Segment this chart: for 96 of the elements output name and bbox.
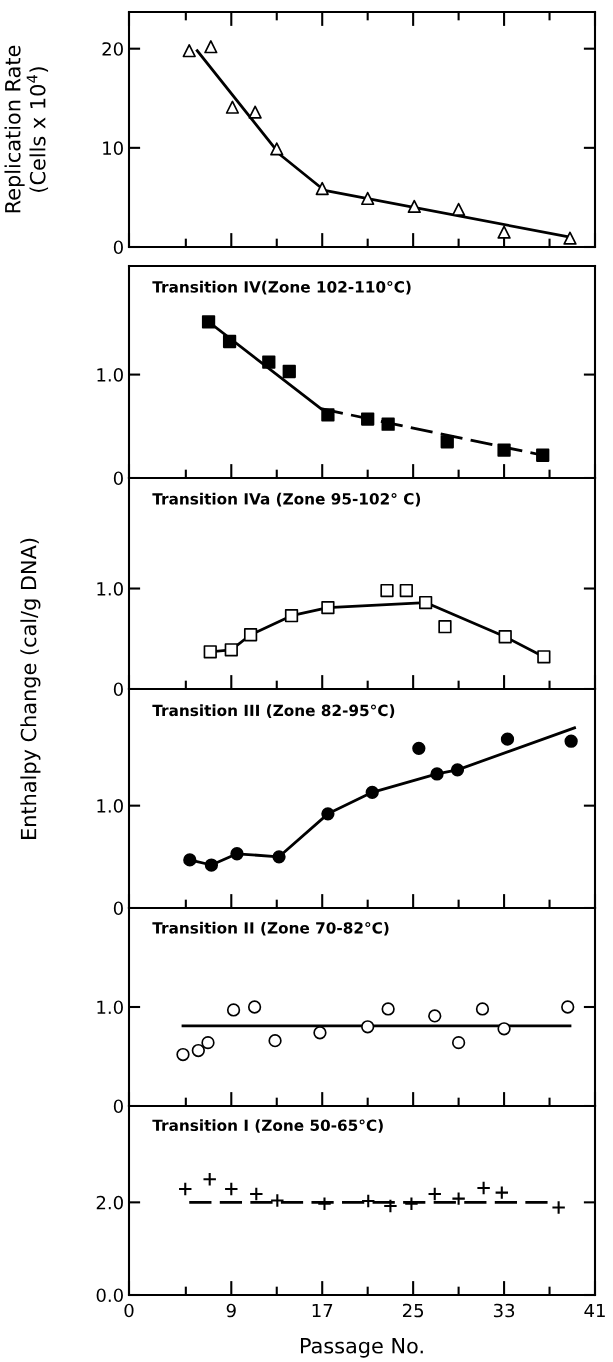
point [247, 1000, 262, 1014]
point [497, 225, 511, 239]
point [497, 1022, 511, 1036]
point [498, 630, 512, 644]
point [284, 609, 299, 623]
point [361, 412, 375, 426]
point [317, 1196, 332, 1211]
point [451, 1191, 466, 1206]
annotation: Transition III (Zone 82-95°C) [152, 704, 395, 718]
x-axis-title: Passage No. [300, 1338, 423, 1358]
y-tick-label: 20 [102, 42, 123, 56]
y-tick-label: 1.0 [97, 1000, 123, 1015]
point [365, 785, 379, 800]
point [270, 142, 284, 156]
y-tick-label: 1.0 [97, 581, 123, 596]
point [399, 583, 413, 598]
point [564, 734, 578, 748]
annotation: Transition I (Zone 50-65°C) [152, 1119, 383, 1133]
point [380, 583, 394, 598]
point [494, 1185, 510, 1200]
point [321, 600, 335, 615]
point [537, 650, 551, 664]
point [536, 448, 550, 462]
point [551, 1200, 566, 1215]
point [204, 40, 218, 54]
point [321, 807, 335, 821]
point [191, 1043, 205, 1058]
point [430, 767, 444, 781]
point [427, 1186, 442, 1202]
point [404, 1196, 419, 1211]
point [428, 1009, 442, 1023]
point [201, 1035, 215, 1050]
point [270, 1193, 285, 1208]
point [476, 1180, 491, 1196]
y-tick-label: 0 [113, 471, 123, 486]
x-tick-label: 25 [402, 1303, 424, 1318]
point [282, 364, 296, 379]
point [440, 435, 454, 449]
y-axis-title: Replication Rate (Cells x 10$^{4}$) [4, 45, 49, 213]
y-tick-label: 0 [113, 1099, 123, 1114]
point [225, 100, 240, 114]
point [222, 334, 237, 349]
x-tick-label: 41 [584, 1303, 605, 1318]
point [563, 231, 577, 245]
point [249, 1186, 264, 1202]
y-tick-label: 0 [113, 240, 123, 255]
point [202, 1171, 217, 1187]
point [224, 643, 238, 657]
point [419, 595, 433, 610]
point [412, 741, 426, 756]
point [262, 355, 276, 369]
y-tick-label: 0 [113, 682, 123, 697]
y-tick-label: 1.0 [97, 368, 123, 382]
point [500, 732, 515, 746]
point [178, 1181, 193, 1197]
y-tick-label: 2.0 [96, 1195, 123, 1210]
point [203, 645, 217, 659]
point [381, 1002, 395, 1016]
point [438, 620, 452, 634]
point [381, 417, 395, 431]
point [182, 44, 196, 58]
point [230, 847, 244, 861]
annotation: Transition IVa (Zone 95-102° C) [152, 492, 421, 507]
y-axis-title: Enthalpy Change (cal/g DNA) [20, 538, 41, 839]
point [361, 1193, 376, 1209]
point [268, 1034, 282, 1048]
point [361, 1020, 375, 1034]
point [226, 1003, 241, 1017]
point [383, 1198, 398, 1214]
point [224, 1181, 239, 1197]
point [201, 315, 216, 329]
point [497, 443, 511, 457]
point [361, 191, 375, 206]
point [475, 1002, 490, 1016]
point [451, 1035, 466, 1050]
point [313, 1026, 327, 1040]
point [315, 181, 329, 196]
annotation: Transition II (Zone 70-82°C) [152, 921, 389, 936]
y-tick-label: 0.0 [96, 1288, 123, 1303]
point [450, 763, 465, 777]
point [243, 628, 258, 642]
point [204, 858, 219, 872]
point [561, 1000, 575, 1014]
point [183, 853, 197, 867]
x-tick-label: 9 [226, 1303, 236, 1318]
x-tick-label: 17 [312, 1303, 333, 1318]
y-tick-label: 1.0 [97, 799, 123, 813]
point [321, 408, 335, 422]
x-tick-label: 33 [493, 1303, 515, 1318]
point [272, 850, 286, 864]
y-tick-label: 10 [103, 141, 123, 155]
x-tick-label: 0 [124, 1303, 134, 1318]
annotation: Transition IV(Zone 102-110°C) [152, 280, 411, 295]
point [176, 1047, 190, 1062]
y-tick-label: 0 [113, 901, 123, 916]
point [407, 199, 421, 213]
